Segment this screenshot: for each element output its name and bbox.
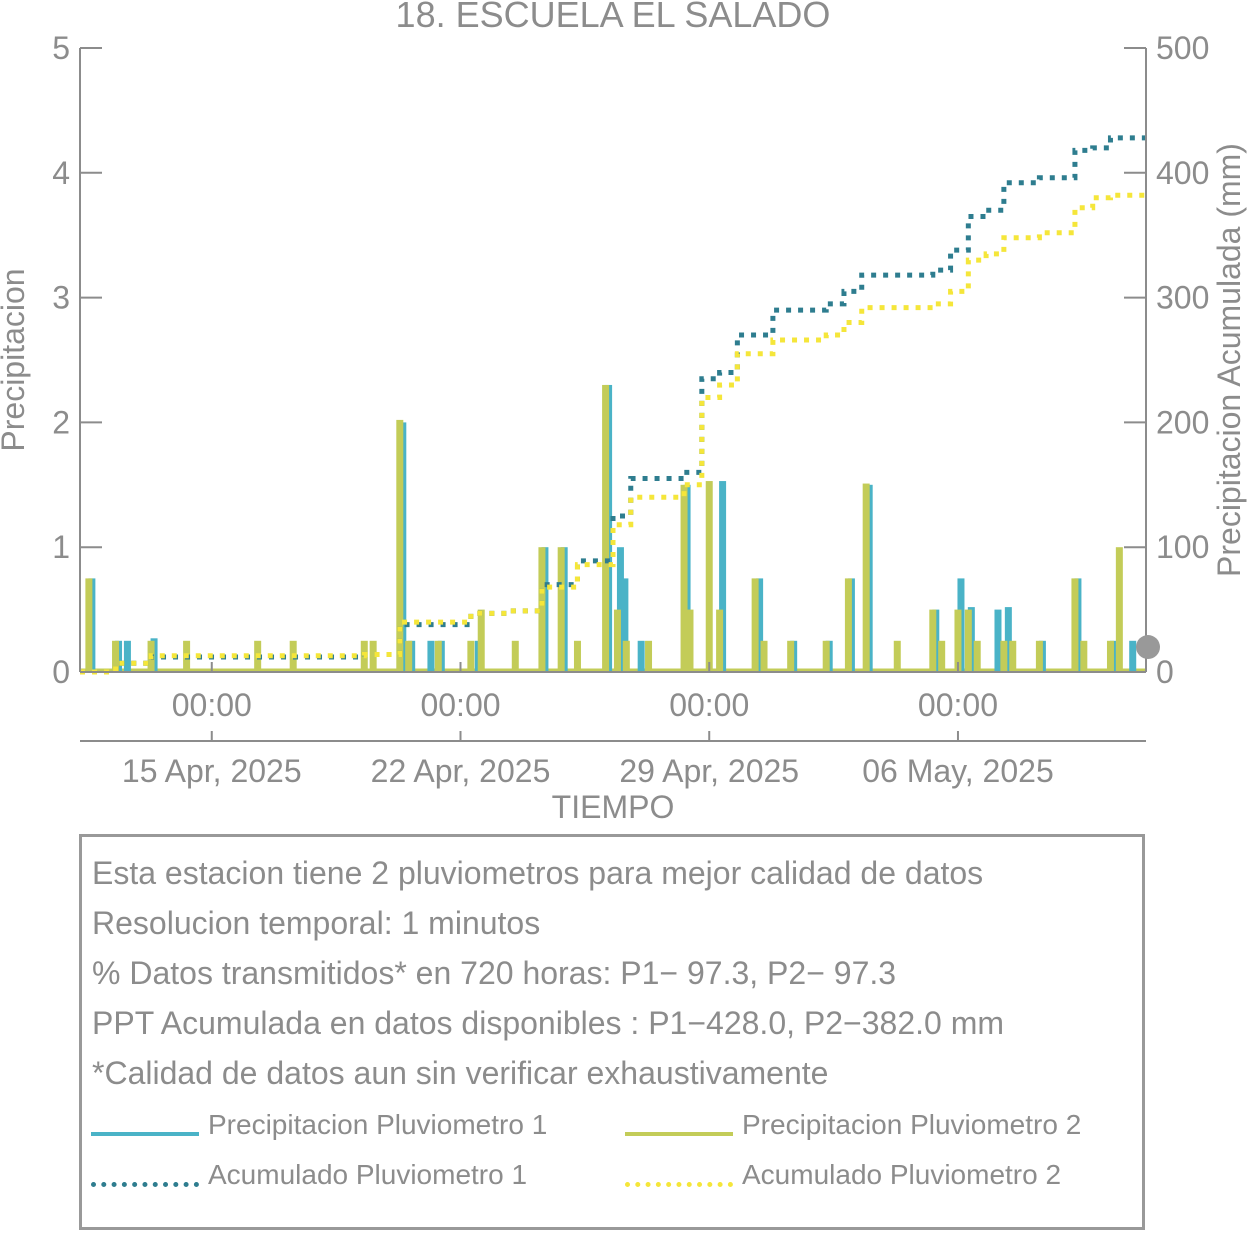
legend-label-p1: Precipitacion Pluviometro 1 [208, 1109, 548, 1140]
cumulative-line-2 [80, 192, 1146, 675]
precip-bar-2 [405, 640, 413, 672]
legend-swatch-acc1 [91, 1182, 199, 1187]
x-tick-time-label: 00:00 [918, 687, 998, 723]
info-line-stations: Esta estacion tiene 2 pluviometros para … [92, 855, 984, 891]
precip-bar-1 [637, 640, 645, 672]
precip-bar-1 [427, 640, 435, 672]
precip-bar-2 [716, 609, 724, 672]
precip-bar-1 [621, 578, 629, 672]
precip-bar-2 [844, 578, 852, 672]
precip-bar-2 [477, 609, 485, 672]
x-tick-time-label: 00:00 [669, 687, 749, 723]
precip-bar-2 [557, 547, 565, 672]
precip-bar-2 [434, 640, 442, 672]
legend-swatch-acc2 [625, 1182, 733, 1187]
precip-bar-2 [613, 609, 621, 672]
precip-bar-2 [862, 483, 870, 672]
precip-bar-2 [538, 547, 546, 672]
x-tick-time-label: 00:00 [420, 687, 500, 723]
precip-bar-2 [787, 640, 795, 672]
x-tick-date-label: 06 May, 2025 [862, 753, 1054, 789]
precip-bar-2 [1106, 640, 1114, 672]
y-left-tick-label: 2 [52, 404, 70, 440]
info-line-transmitted: % Datos transmitidos* en 720 horas: P1− … [92, 955, 897, 991]
precip-bar-2 [622, 640, 630, 672]
latest-value-marker [1136, 635, 1160, 660]
precip-bar-2 [954, 609, 962, 672]
precip-bar-2 [511, 640, 519, 672]
y-left-tick-label: 3 [52, 280, 70, 316]
precip-bar-2 [112, 640, 120, 672]
y-left-tick-label: 5 [52, 30, 70, 66]
precip-bar-2 [893, 640, 901, 672]
precip-bar-2 [973, 640, 981, 672]
legend-label-p2: Precipitacion Pluviometro 2 [742, 1109, 1082, 1140]
precip-bar-2 [686, 609, 694, 672]
legend-label-acc2: Acumulado Pluviometro 2 [742, 1159, 1062, 1190]
precip-bar-2 [929, 609, 937, 672]
precip-bar-1 [756, 578, 764, 672]
y-right-tick-label: 300 [1156, 280, 1209, 316]
cumulative-lines-layer [80, 135, 1146, 675]
axes-layer: 0 1 2 3 4 5 0 100 200 300 400 500 00:00 15 Apr, 2025 0… [52, 30, 1209, 789]
x-axis-label: TIEMPO [552, 789, 675, 825]
precip-bar-2 [85, 578, 93, 672]
precip-bar-2 [964, 609, 972, 672]
info-line-accumulated: PPT Acumulada en datos disponibles : P1−… [92, 1005, 1004, 1041]
precip-bar-2 [751, 578, 759, 672]
precip-bar-1 [1129, 640, 1137, 672]
info-line-quality-note: *Calidad de datos aun sin verificar exha… [92, 1055, 829, 1091]
precip-bar-2 [573, 640, 581, 672]
precip-bar-2 [1035, 640, 1043, 672]
y-left-tick-label: 0 [52, 654, 70, 690]
chart-title: 18. ESCUELA EL SALADO [395, 0, 831, 35]
precip-bar-1 [123, 640, 131, 672]
precip-bar-2 [369, 640, 377, 672]
precip-bar-1 [994, 609, 1002, 672]
precip-bar-1 [719, 481, 727, 672]
precip-bar-2 [467, 640, 475, 672]
legend-swatch-p1 [91, 1132, 199, 1136]
y-right-tick-label: 0 [1156, 654, 1174, 690]
precip-bar-2 [1115, 547, 1123, 672]
precip-bar-2 [1009, 640, 1017, 672]
info-line-resolution: Resolucion temporal: 1 minutos [92, 905, 541, 941]
y-axis-right-label: Precipitacion Acumulada (mm) [1211, 143, 1247, 577]
bars-layer [80, 384, 1146, 672]
precip-bar-2 [680, 484, 688, 672]
x-tick-time-label: 00:00 [172, 687, 252, 723]
precip-bar-2 [1000, 640, 1008, 672]
x-tick-date-label: 15 Apr, 2025 [122, 753, 302, 789]
precip-bar-2 [1071, 578, 1079, 672]
y-left-tick-label: 4 [52, 155, 70, 191]
y-axis-left-label: Precipitacion [0, 268, 31, 451]
y-right-tick-label: 100 [1156, 529, 1209, 565]
x-tick-date-label: 22 Apr, 2025 [371, 753, 551, 789]
precip-bar-2 [760, 640, 768, 672]
y-right-tick-label: 400 [1156, 155, 1209, 191]
precipitation-chart: 0 1 2 3 4 5 0 100 200 300 400 500 00:00 15 Apr, 2025 0… [0, 30, 1247, 825]
precip-bar-2 [645, 640, 653, 672]
legend-label-acc1: Acumulado Pluviometro 1 [208, 1159, 528, 1190]
y-right-tick-label: 500 [1156, 30, 1209, 66]
precip-bar-2 [1080, 640, 1088, 672]
legend-swatch-p2 [625, 1132, 733, 1136]
y-left-tick-label: 1 [52, 529, 70, 565]
precip-bar-2 [602, 384, 610, 672]
x-tick-date-label: 29 Apr, 2025 [619, 753, 799, 789]
precip-bar-2 [938, 640, 946, 672]
info-box: Esta estacion tiene 2 pluviometros para … [79, 834, 1145, 1230]
precip-bar-1 [1004, 607, 1012, 672]
precip-bar-2 [705, 481, 713, 672]
cumulative-line-1 [80, 135, 1146, 675]
precip-bar-2 [396, 419, 404, 672]
y-right-tick-label: 200 [1156, 404, 1209, 440]
precip-bar-2 [822, 640, 830, 672]
